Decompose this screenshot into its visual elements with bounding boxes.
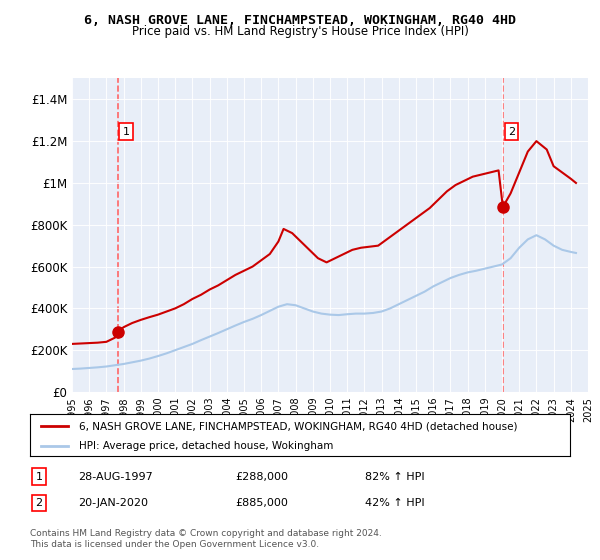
Text: Price paid vs. HM Land Registry's House Price Index (HPI): Price paid vs. HM Land Registry's House … bbox=[131, 25, 469, 38]
Text: 1: 1 bbox=[123, 127, 130, 137]
Text: 6, NASH GROVE LANE, FINCHAMPSTEAD, WOKINGHAM, RG40 4HD: 6, NASH GROVE LANE, FINCHAMPSTEAD, WOKIN… bbox=[84, 14, 516, 27]
Text: 20-JAN-2020: 20-JAN-2020 bbox=[79, 498, 149, 508]
Text: £885,000: £885,000 bbox=[235, 498, 288, 508]
Text: £288,000: £288,000 bbox=[235, 472, 288, 482]
Text: 82% ↑ HPI: 82% ↑ HPI bbox=[365, 472, 424, 482]
Text: 28-AUG-1997: 28-AUG-1997 bbox=[79, 472, 154, 482]
Text: 42% ↑ HPI: 42% ↑ HPI bbox=[365, 498, 424, 508]
Text: Contains HM Land Registry data © Crown copyright and database right 2024.
This d: Contains HM Land Registry data © Crown c… bbox=[30, 529, 382, 549]
Text: 2: 2 bbox=[508, 127, 515, 137]
Text: 2: 2 bbox=[35, 498, 43, 508]
Text: HPI: Average price, detached house, Wokingham: HPI: Average price, detached house, Woki… bbox=[79, 441, 333, 451]
Text: 6, NASH GROVE LANE, FINCHAMPSTEAD, WOKINGHAM, RG40 4HD (detached house): 6, NASH GROVE LANE, FINCHAMPSTEAD, WOKIN… bbox=[79, 421, 517, 431]
Text: 1: 1 bbox=[35, 472, 43, 482]
